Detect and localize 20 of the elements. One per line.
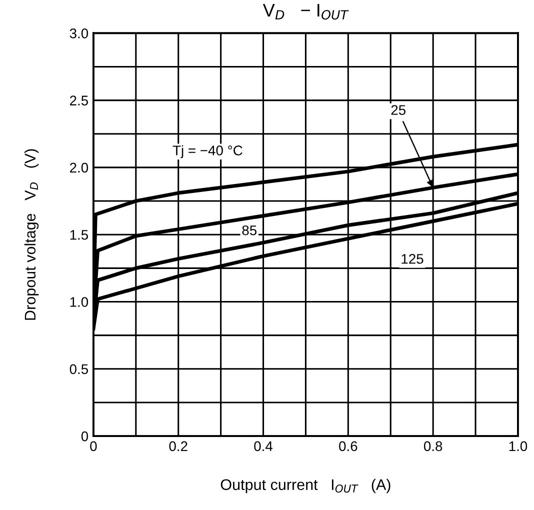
- chart-title: V$_{D}$ − I$_{OUT}$: [262, 4, 349, 20]
- y-tick-label: 1.0: [70, 297, 88, 307]
- text: 25: [391, 105, 406, 115]
- series-label: Tj = −40 °C: [172, 145, 242, 158]
- text: Dropout voltage V$_{D}$ (V): [24, 149, 39, 320]
- series-label: 85: [242, 225, 257, 236]
- y-tick-label: 2.5: [70, 96, 88, 106]
- x-tick-label: 0.4: [254, 441, 273, 452]
- y-tick-label: 3.0: [70, 28, 88, 38]
- x-tick-label: 0.2: [169, 441, 188, 452]
- text: Output current I$_{OUT}$ (A): [220, 478, 390, 494]
- y-tick-label: 0.5: [70, 364, 88, 374]
- y-tick-label: 0: [81, 431, 88, 442]
- x-tick-label: 0.8: [424, 441, 442, 452]
- x-tick-label: 0: [90, 441, 97, 452]
- y-tick-label: 2.0: [70, 162, 88, 173]
- x-tick-label: 0.6: [339, 441, 358, 452]
- x-tick-label: 1.0: [509, 441, 528, 452]
- y-tick-label: 1.5: [70, 230, 88, 240]
- series-label: 125: [402, 254, 424, 264]
